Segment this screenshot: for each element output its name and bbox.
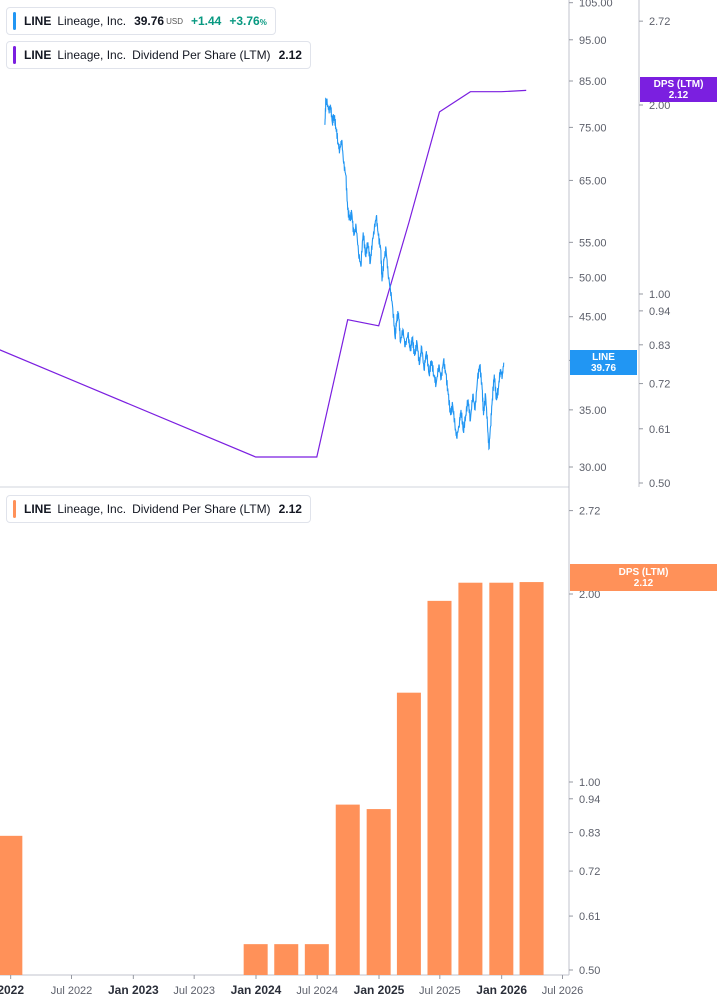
dps-axis-label: 2.00 bbox=[649, 100, 670, 112]
price-tag-label: LINE bbox=[592, 351, 615, 363]
price-axis-label: 95.00 bbox=[579, 35, 607, 47]
time-axis-label: Jan 2026 bbox=[476, 983, 527, 997]
dps-axis-label: 1.00 bbox=[579, 777, 600, 789]
price-axis-label: 30.00 bbox=[579, 462, 607, 474]
dps-series-swatch bbox=[13, 46, 16, 64]
time-axis-label: Jul 2023 bbox=[173, 985, 215, 997]
legend-metric: Dividend Per Share (LTM) bbox=[132, 48, 271, 62]
dps-axis-label: 2.72 bbox=[579, 506, 600, 518]
time-axis-label: Jul 2024 bbox=[296, 985, 338, 997]
price-axis-label: 75.00 bbox=[579, 122, 607, 134]
dps-axis-label: 0.94 bbox=[649, 306, 670, 318]
dps-axis-top: 2.72 2.00 1.00 0.94 0.83 0.72 0.61 0.50 bbox=[638, 0, 670, 490]
legend-ticker: LINE bbox=[24, 502, 52, 516]
dps-bar bbox=[0, 835, 23, 975]
dps-axis-label: 0.61 bbox=[579, 911, 600, 923]
legend-company: Lineage, Inc. bbox=[57, 48, 127, 62]
time-axis-label: Jan 2025 bbox=[354, 983, 405, 997]
price-tag: LINE 39.76 bbox=[570, 350, 637, 375]
dps-axis-label: 0.72 bbox=[649, 379, 670, 391]
legend-price-value: 39.76 bbox=[134, 14, 165, 28]
legend-price[interactable]: LINE Lineage, Inc. 39.76 USD +1.44 +3.76… bbox=[6, 7, 276, 35]
time-axis: 2022 Jul 2022 Jan 2023 Jul 2023 Jan 2024 Jul … bbox=[0, 974, 584, 997]
price-tag-value: 39.76 bbox=[590, 362, 617, 374]
time-axis-label: Jul 2026 bbox=[542, 985, 584, 997]
dps-tag-bottom: DPS (LTM) 2.12 bbox=[570, 564, 717, 591]
dps-axis-bottom: 2.72 2.00 1.00 0.94 0.83 0.72 0.61 0.50 bbox=[569, 506, 600, 977]
dps-bar bbox=[274, 944, 299, 975]
price-axis-label: 35.00 bbox=[579, 405, 607, 417]
dps-bar bbox=[366, 809, 391, 975]
dps-axis-label: 2.72 bbox=[649, 16, 670, 28]
dps-bar bbox=[458, 582, 483, 975]
time-axis-label: Jan 2023 bbox=[108, 983, 159, 997]
price-line bbox=[324, 97, 505, 451]
dps-bar bbox=[489, 582, 514, 975]
legend-company: Lineage, Inc. bbox=[57, 14, 127, 28]
dps-bar bbox=[335, 804, 360, 975]
dps-bar bbox=[304, 944, 329, 975]
dps-axis-label: 0.83 bbox=[649, 340, 670, 352]
dps-axis-label: 2.00 bbox=[579, 589, 600, 601]
price-axis-label: 50.00 bbox=[579, 273, 607, 285]
legend-metric: Dividend Per Share (LTM) bbox=[132, 502, 271, 516]
dps-tag-value: 2.12 bbox=[668, 89, 689, 101]
price-axis-label: 105.00 bbox=[579, 0, 613, 10]
price-series-swatch bbox=[13, 12, 16, 30]
dps-axis-label: 0.50 bbox=[649, 478, 670, 490]
dps-axis-label: 0.61 bbox=[649, 424, 670, 436]
dps-axis-label: 0.83 bbox=[579, 828, 600, 840]
dps-tag-label: DPS (LTM) bbox=[618, 566, 669, 578]
time-axis-label: 2022 bbox=[0, 983, 24, 997]
legend-dps-top[interactable]: LINE Lineage, Inc. Dividend Per Share (L… bbox=[6, 41, 311, 69]
legend-dps-value: 2.12 bbox=[278, 502, 302, 516]
dps-bar bbox=[396, 692, 421, 975]
time-axis-label: Jul 2025 bbox=[419, 985, 461, 997]
dps-bar-swatch bbox=[13, 500, 16, 518]
plot-lines bbox=[0, 89, 527, 458]
legend-ticker: LINE bbox=[24, 14, 52, 28]
dps-bar bbox=[243, 944, 268, 975]
legend-company: Lineage, Inc. bbox=[57, 502, 127, 516]
price-axis-label: 65.00 bbox=[579, 175, 607, 187]
legend-ticker: LINE bbox=[24, 48, 52, 62]
time-axis-label: Jul 2022 bbox=[51, 985, 93, 997]
price-axis-label: 55.00 bbox=[579, 237, 607, 249]
legend-change-pct: +3.76% bbox=[229, 14, 267, 28]
price-axis-label: 85.00 bbox=[579, 76, 607, 88]
time-axis-label: Jan 2024 bbox=[231, 983, 282, 997]
legend-currency: USD bbox=[166, 16, 183, 26]
legend-dps-bottom[interactable]: LINE Lineage, Inc. Dividend Per Share (L… bbox=[6, 495, 311, 523]
dps-bar bbox=[427, 600, 452, 975]
dps-axis-label: 0.94 bbox=[579, 794, 600, 806]
dps-axis-label: 0.50 bbox=[579, 965, 600, 977]
dps-axis-label: 0.72 bbox=[579, 866, 600, 878]
dps-tag-value: 2.12 bbox=[633, 577, 654, 589]
dps-tag-label: DPS (LTM) bbox=[653, 78, 704, 90]
dps-tag-top: DPS (LTM) 2.12 bbox=[640, 77, 717, 102]
dps-bars bbox=[0, 582, 544, 975]
dps-line bbox=[0, 89, 527, 458]
dps-bar bbox=[519, 582, 544, 975]
dps-axis-label: 1.00 bbox=[649, 289, 670, 301]
legend-change: +1.44 bbox=[190, 14, 222, 28]
legend-dps-value: 2.12 bbox=[278, 48, 302, 62]
price-axis-label: 45.00 bbox=[579, 312, 607, 324]
